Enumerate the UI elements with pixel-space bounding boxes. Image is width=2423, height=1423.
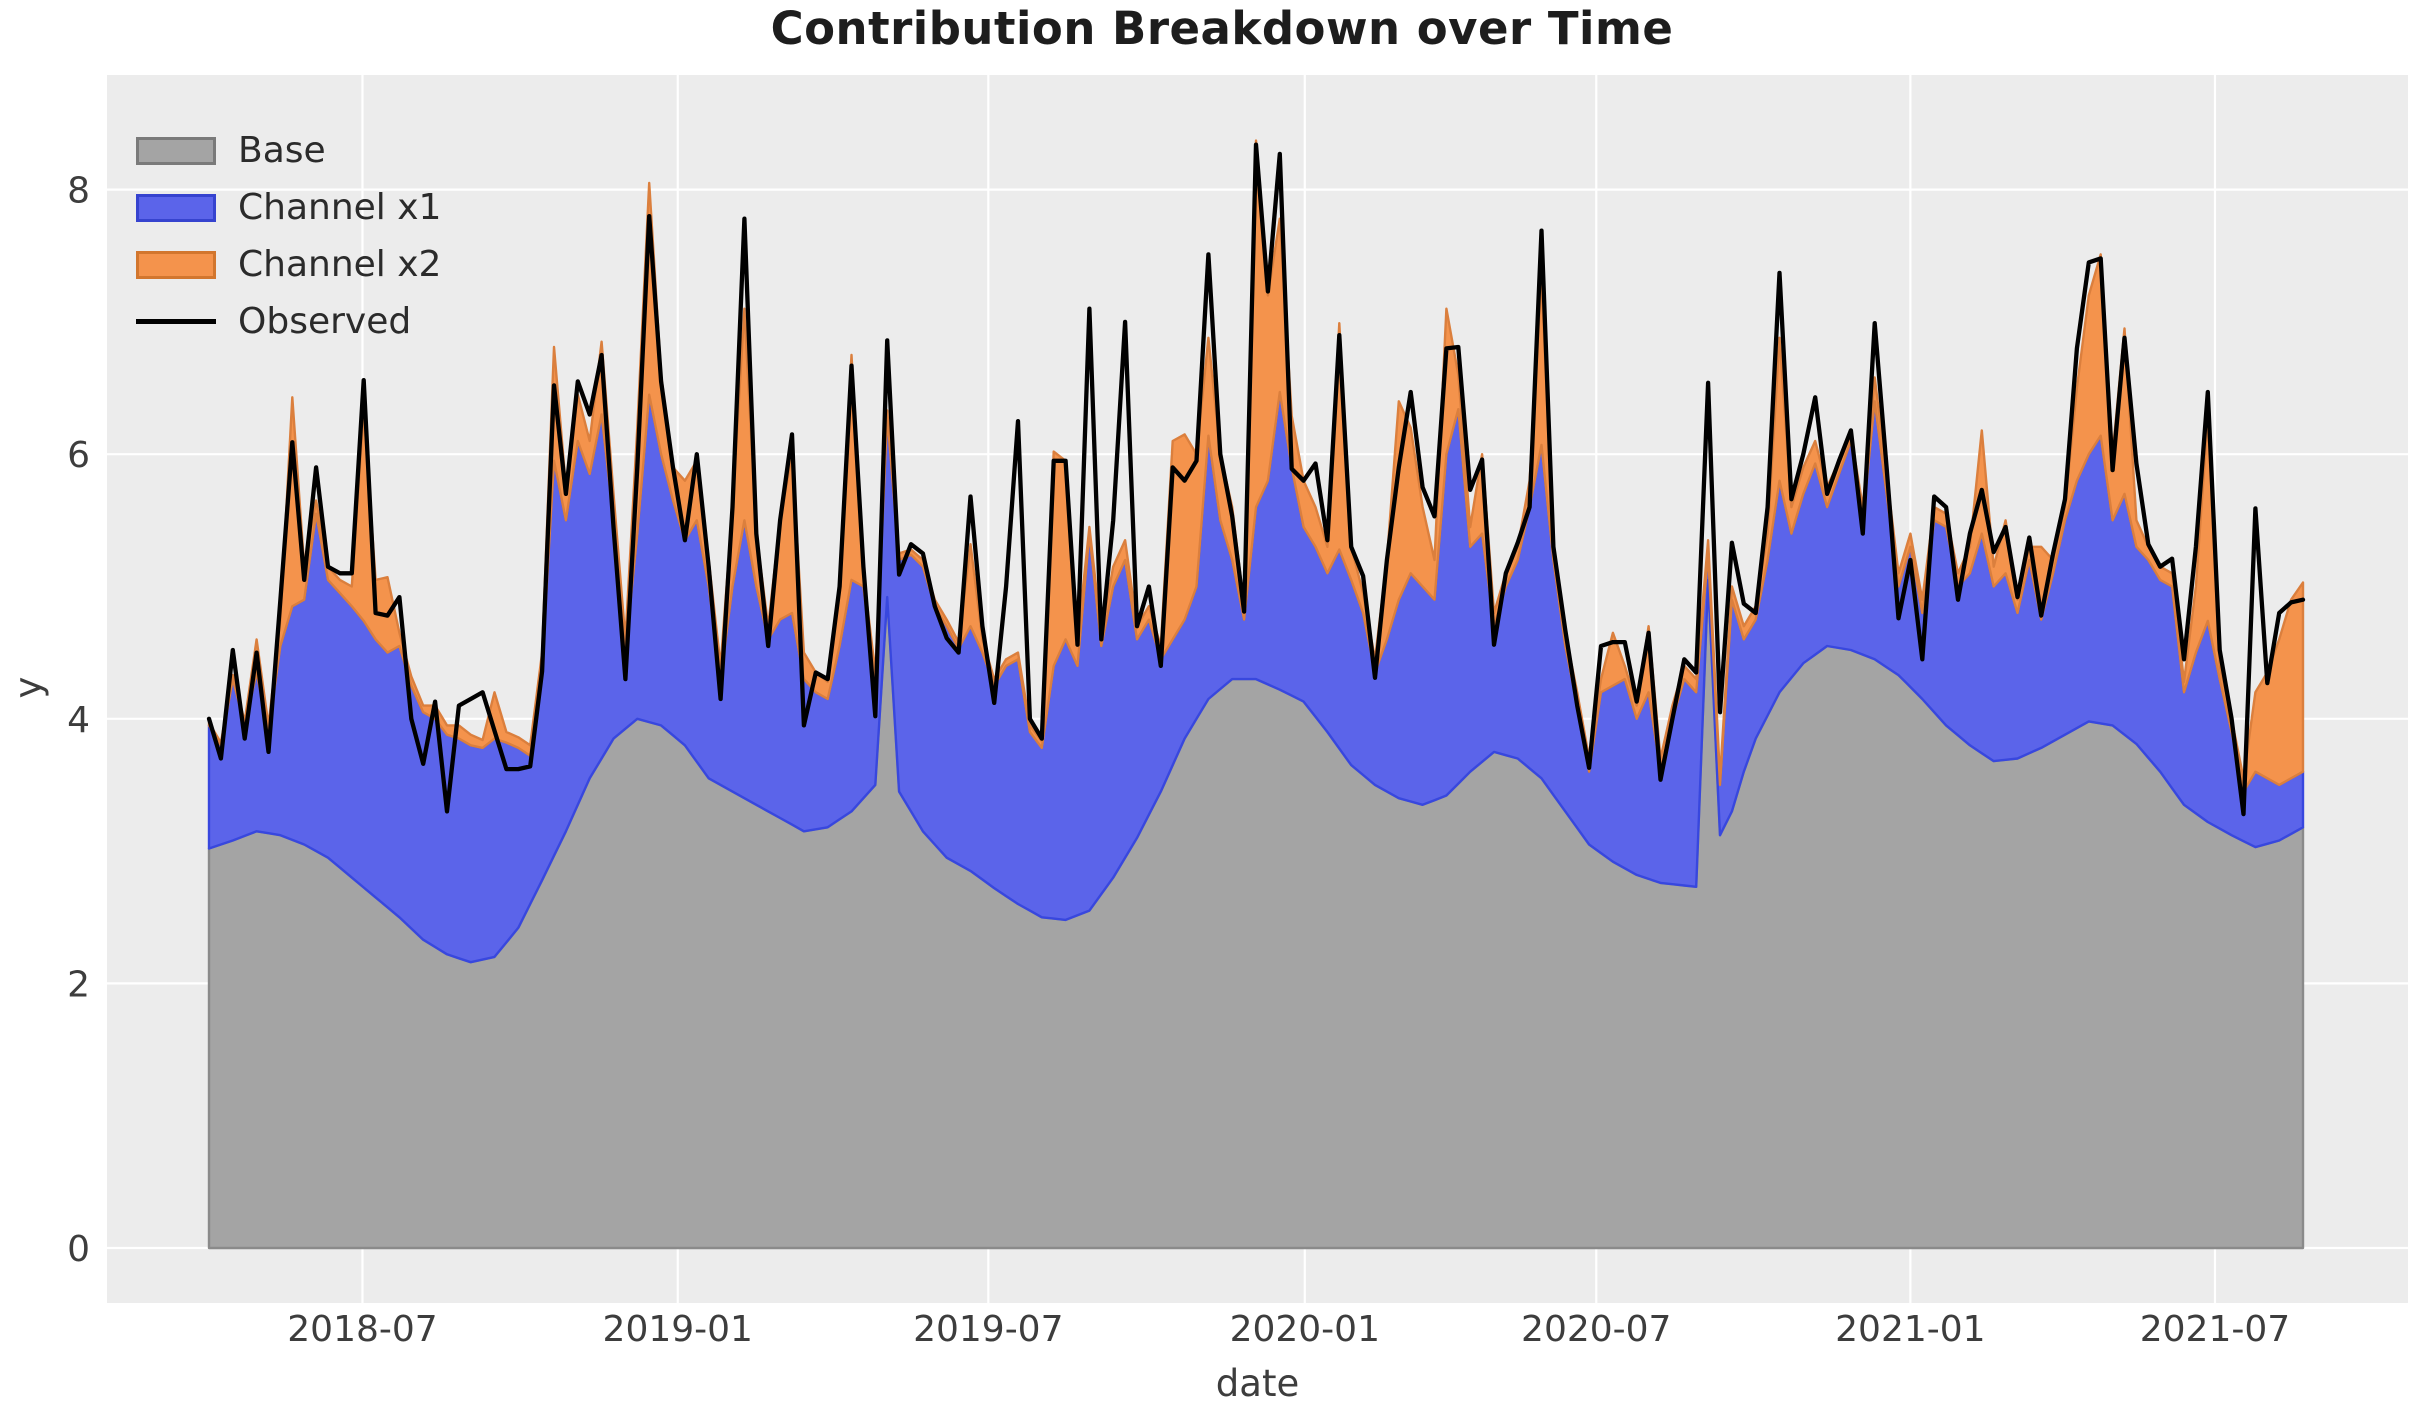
legend-label-channel-x1: Channel x1 [238, 187, 442, 228]
x-tick-label: 2019-01 [603, 1309, 753, 1350]
x-tick-label: 2021-07 [2140, 1309, 2290, 1350]
x-tick-label: 2021-01 [1835, 1309, 1985, 1350]
channel-x2-swatch-icon [136, 250, 216, 279]
x-tick-label: 2019-07 [913, 1309, 1063, 1350]
legend: Base Channel x1 Channel x2 Observed [136, 122, 441, 350]
legend-label-channel-x2: Channel x2 [238, 244, 442, 285]
y-axis-label: y [6, 676, 50, 699]
channel-x1-swatch-icon [136, 193, 216, 222]
observed-line-swatch-icon [136, 319, 216, 324]
x-axis-label: date [1215, 1362, 1300, 1405]
observed-line [206, 142, 2306, 817]
y-tick-label: 4 [67, 700, 90, 741]
legend-label-observed: Observed [238, 301, 412, 342]
y-tick-label: 2 [67, 964, 90, 1005]
legend-item-channel-x1: Channel x1 [136, 179, 441, 236]
y-tick-label: 6 [67, 435, 90, 476]
y-tick-label: 0 [67, 1229, 90, 1270]
legend-label-base: Base [238, 130, 326, 171]
x-tick-label: 2018-07 [287, 1309, 437, 1350]
x-tick-label: 2020-01 [1230, 1309, 1380, 1350]
legend-item-base: Base [136, 122, 441, 179]
chart-title: Contribution Breakdown over Time [770, 2, 1674, 55]
legend-item-observed: Observed [136, 293, 441, 350]
base-swatch-icon [136, 136, 216, 165]
y-tick-label: 8 [67, 171, 90, 212]
x-tick-label: 2020-07 [1521, 1309, 1671, 1350]
legend-item-channel-x2: Channel x2 [136, 236, 441, 293]
